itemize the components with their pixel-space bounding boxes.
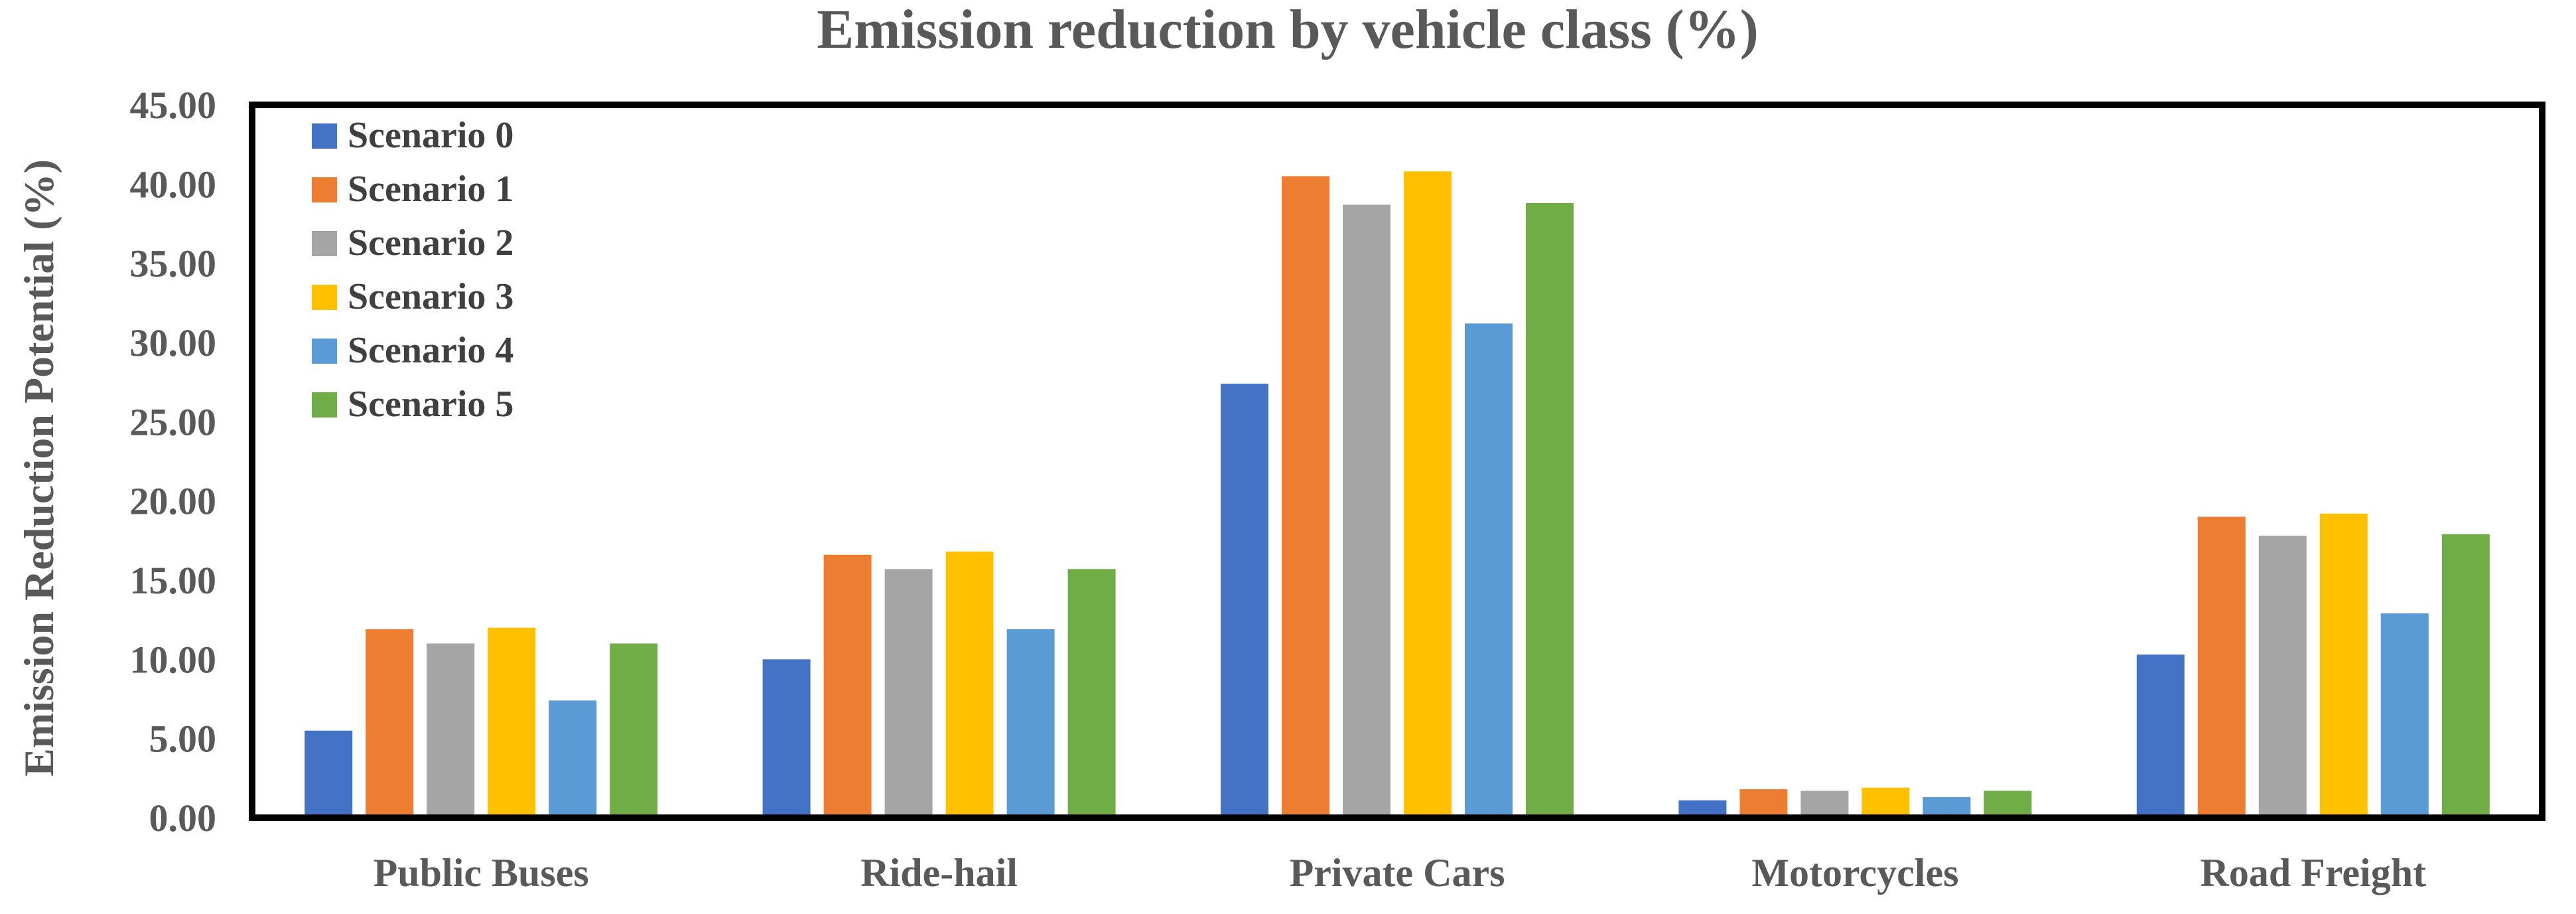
x-tick-label: Private Cars [1290, 851, 1505, 895]
bar-public-buses-scenario-3 [488, 627, 536, 818]
bars [305, 171, 2490, 818]
x-axis-ticks: Public Buses Ride-hail Private Cars Motorcy… [373, 851, 2426, 895]
y-tick-label: 45.00 [130, 84, 217, 127]
bar-ride-hail-scenario-3 [945, 552, 994, 818]
bar-road-freight-scenario-4 [2380, 613, 2429, 818]
bar-ride-hail-scenario-4 [1006, 629, 1055, 818]
legend-label: Scenario 5 [348, 384, 513, 425]
bar-private-cars-scenario-2 [1343, 204, 1390, 818]
legend-swatch [312, 285, 337, 310]
chart-title: Emission reduction by vehicle class (%) [817, 0, 1758, 60]
legend-swatch [312, 231, 337, 256]
x-tick-label: Motorcycles [1751, 851, 1958, 895]
legend-label: Scenario 0 [348, 115, 513, 156]
y-tick-label: 5.00 [149, 718, 217, 761]
bar-private-cars-scenario-4 [1465, 323, 1513, 818]
legend-swatch [312, 123, 337, 149]
bar-motorcycles-scenario-4 [1923, 797, 1971, 818]
legend-label: Scenario 3 [348, 276, 513, 317]
bar-private-cars-scenario-0 [1221, 384, 1268, 818]
bar-motorcycles-scenario-1 [1739, 789, 1788, 818]
bar-road-freight-scenario-2 [2258, 536, 2307, 818]
bar-road-freight-scenario-0 [2136, 654, 2185, 818]
bar-road-freight-scenario-3 [2319, 513, 2368, 818]
legend-label: Scenario 4 [348, 330, 513, 371]
bar-public-buses-scenario-4 [549, 700, 597, 818]
legend-label: Scenario 1 [348, 169, 513, 210]
bar-motorcycles-scenario-3 [1862, 787, 1910, 818]
bar-ride-hail-scenario-2 [884, 569, 933, 818]
y-tick-label: 20.00 [130, 480, 217, 523]
bar-road-freight-scenario-5 [2441, 534, 2490, 818]
bar-public-buses-scenario-5 [610, 643, 658, 818]
legend-swatch [312, 392, 337, 418]
y-tick-label: 30.00 [130, 321, 217, 364]
legend: Scenario 0 Scenario 1 Scenario 2 Scenario 3… [312, 115, 513, 425]
bar-ride-hail-scenario-5 [1067, 569, 1116, 818]
y-tick-label: 0.00 [149, 797, 217, 840]
y-tick-label: 10.00 [130, 638, 217, 681]
y-axis-ticks: 0.00 5.00 10.00 15.00 20.00 25.00 30.00 35.00 40… [130, 84, 217, 840]
legend-swatch [312, 339, 337, 364]
bar-public-buses-scenario-2 [427, 643, 475, 818]
bar-private-cars-scenario-5 [1526, 202, 1574, 818]
y-tick-label: 15.00 [130, 559, 217, 602]
y-tick-label: 35.00 [130, 242, 217, 285]
bar-road-freight-scenario-1 [2197, 516, 2246, 818]
y-tick-label: 40.00 [130, 163, 217, 206]
plot-area-border [249, 102, 2545, 821]
bar-motorcycles-scenario-2 [1800, 791, 1849, 818]
x-tick-label: Public Buses [373, 851, 589, 895]
legend-swatch [312, 177, 337, 202]
x-tick-label: Ride-hail [860, 851, 1018, 895]
bar-ride-hail-scenario-1 [823, 554, 872, 818]
bar-ride-hail-scenario-0 [762, 659, 811, 818]
y-axis-label: Emission Reduction Potential (%) [15, 159, 62, 777]
bar-motorcycles-scenario-5 [1984, 791, 2032, 818]
bar-public-buses-scenario-1 [366, 629, 414, 818]
x-tick-label: Road Freight [2201, 851, 2427, 895]
legend-label: Scenario 2 [348, 222, 513, 264]
bar-private-cars-scenario-3 [1404, 171, 1452, 818]
bar-private-cars-scenario-1 [1282, 176, 1329, 818]
y-tick-label: 25.00 [130, 400, 217, 443]
bar-public-buses-scenario-0 [305, 730, 353, 818]
